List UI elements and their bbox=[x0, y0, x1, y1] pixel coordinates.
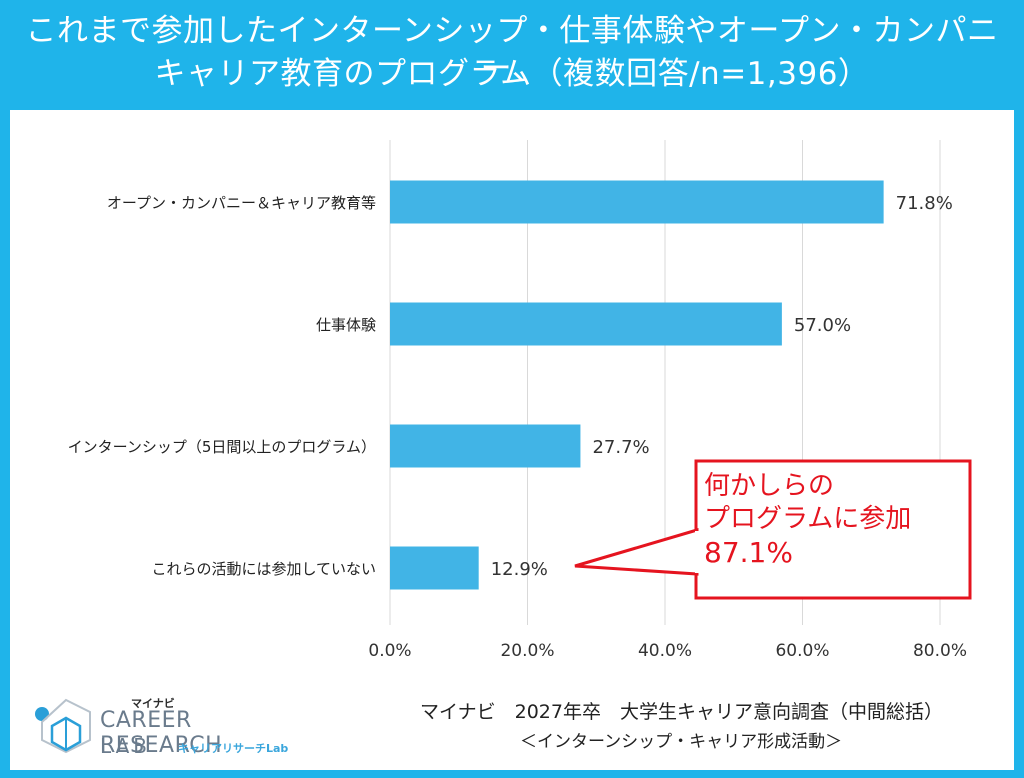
callout-pointer bbox=[574, 527, 699, 576]
x-tick-label: 60.0% bbox=[775, 641, 829, 661]
chart-title-line1: これまで参加したインターンシップ・仕事体験やオープン・カンパニー、 bbox=[25, 13, 999, 87]
source-line1: マイナビ 2027年卒 大学生キャリア意向調査（中間総括） bbox=[420, 701, 943, 723]
callout-line2: プログラムに参加 bbox=[704, 504, 912, 534]
bar-layer bbox=[390, 180, 884, 590]
cube-logo-icon bbox=[35, 698, 91, 754]
bar bbox=[390, 546, 479, 590]
callout-percentage: 87.1% bbox=[704, 536, 793, 569]
callout-line1: 何かしらの bbox=[704, 471, 835, 501]
label-layer: 0.0% 20.0% 40.0% 60.0% 80.0% オープン・カンパニー＆キャリア教… bbox=[68, 193, 967, 661]
bar bbox=[390, 180, 884, 224]
x-tick-label: 20.0% bbox=[500, 641, 554, 661]
x-tick-label: 80.0% bbox=[913, 641, 967, 661]
logo-subtitle: キャリアリサーチLab bbox=[178, 742, 289, 755]
data-label: 71.8% bbox=[896, 193, 953, 214]
bar bbox=[390, 424, 581, 468]
logo-title-line1: CAREER RESEARCH bbox=[100, 708, 223, 758]
logo-brand: マイナビ bbox=[131, 697, 175, 710]
category-label: オープン・カンパニー＆キャリア教育等 bbox=[107, 194, 376, 212]
category-label: インターンシップ（5日間以上のプログラム） bbox=[68, 438, 376, 456]
data-label: 12.9% bbox=[491, 559, 548, 580]
chart-title-line2: キャリア教育のプログラム（複数回答/n=1,396） bbox=[154, 56, 870, 92]
source-line2: ＜インターンシップ・キャリア形成活動＞ bbox=[520, 732, 843, 752]
x-tick-label: 0.0% bbox=[368, 641, 411, 661]
category-label: 仕事体験 bbox=[316, 316, 376, 334]
data-label: 57.0% bbox=[794, 315, 851, 336]
data-label: 27.7% bbox=[592, 437, 649, 458]
chart-header: これまで参加したインターンシップ・仕事体験やオープン・カンパニー、 キャリア教育… bbox=[0, 0, 1024, 104]
callout-box bbox=[694, 459, 972, 600]
callout-text: 何かしらの プログラムに参加 87.1% bbox=[704, 470, 964, 569]
bar bbox=[390, 302, 782, 346]
x-tick-label: 40.0% bbox=[638, 641, 692, 661]
logo-title-line2: LAB bbox=[100, 734, 152, 758]
callout-layer bbox=[574, 459, 972, 600]
career-research-lab-logo: マイナビ CAREER RESEARCH LAB キャリアリサーチLab bbox=[28, 692, 318, 762]
category-label: これらの活動には参加していない bbox=[151, 560, 376, 578]
